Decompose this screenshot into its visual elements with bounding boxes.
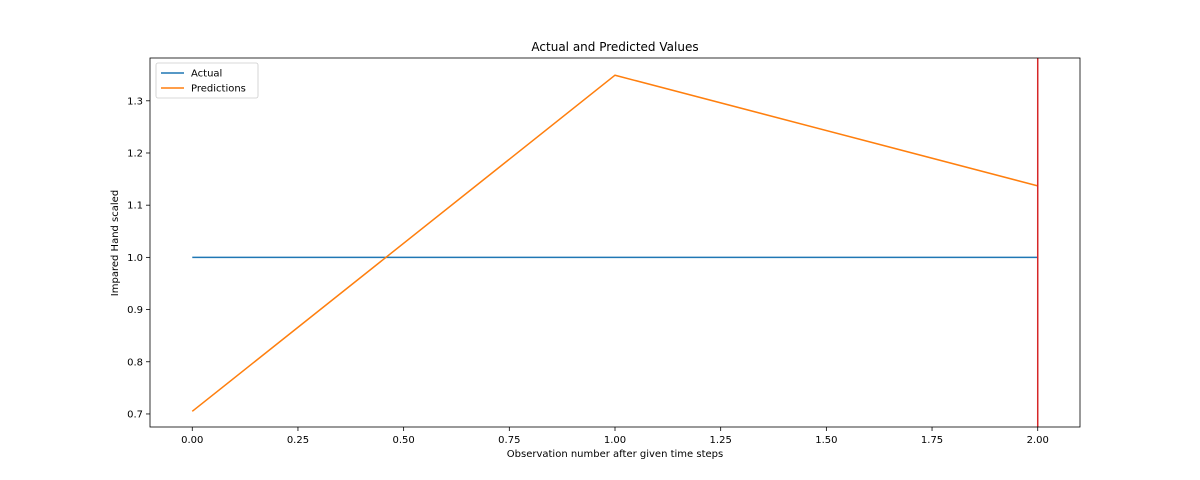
plot-area xyxy=(191,58,1039,427)
legend-box xyxy=(155,62,259,99)
y-tick-label: 0.9 xyxy=(127,305,143,316)
x-tick-label: 0.50 xyxy=(393,435,415,446)
y-axis-label: Impared Hand scaled xyxy=(110,190,121,296)
y-tick-label: 1.3 xyxy=(127,96,143,107)
y-tick-label: 1.2 xyxy=(127,148,143,159)
chart-title: Actual and Predicted Values xyxy=(531,40,698,54)
x-tick-label: 1.50 xyxy=(815,435,837,446)
x-tick-label: 0.25 xyxy=(287,435,309,446)
y-axis: 0.7 0.8 0.9 1.0 1.1 1.2 1.3 xyxy=(127,96,150,420)
legend-label-predictions: Predictions xyxy=(191,84,246,95)
y-tick-label: 1.1 xyxy=(127,201,143,212)
x-axis-label: Observation number after given time step… xyxy=(507,449,723,460)
y-tick-label: 0.7 xyxy=(127,409,143,420)
legend: Actual Predictions xyxy=(155,62,259,99)
y-tick-label: 1.0 xyxy=(127,253,143,264)
y-tick-label: 0.8 xyxy=(127,357,143,368)
x-tick-label: 0.00 xyxy=(181,435,203,446)
x-tick-label: 1.75 xyxy=(921,435,943,446)
x-tick-label: 1.25 xyxy=(710,435,732,446)
legend-label-actual: Actual xyxy=(191,69,222,80)
series-line-predictions xyxy=(191,74,1038,412)
x-axis: 0.00 0.25 0.50 0.75 1.00 1.25 1.50 1.75 2.00 xyxy=(181,427,1049,446)
x-tick-label: 1.00 xyxy=(604,435,626,446)
x-tick-label: 2.00 xyxy=(1027,435,1049,446)
x-tick-label: 0.75 xyxy=(498,435,520,446)
